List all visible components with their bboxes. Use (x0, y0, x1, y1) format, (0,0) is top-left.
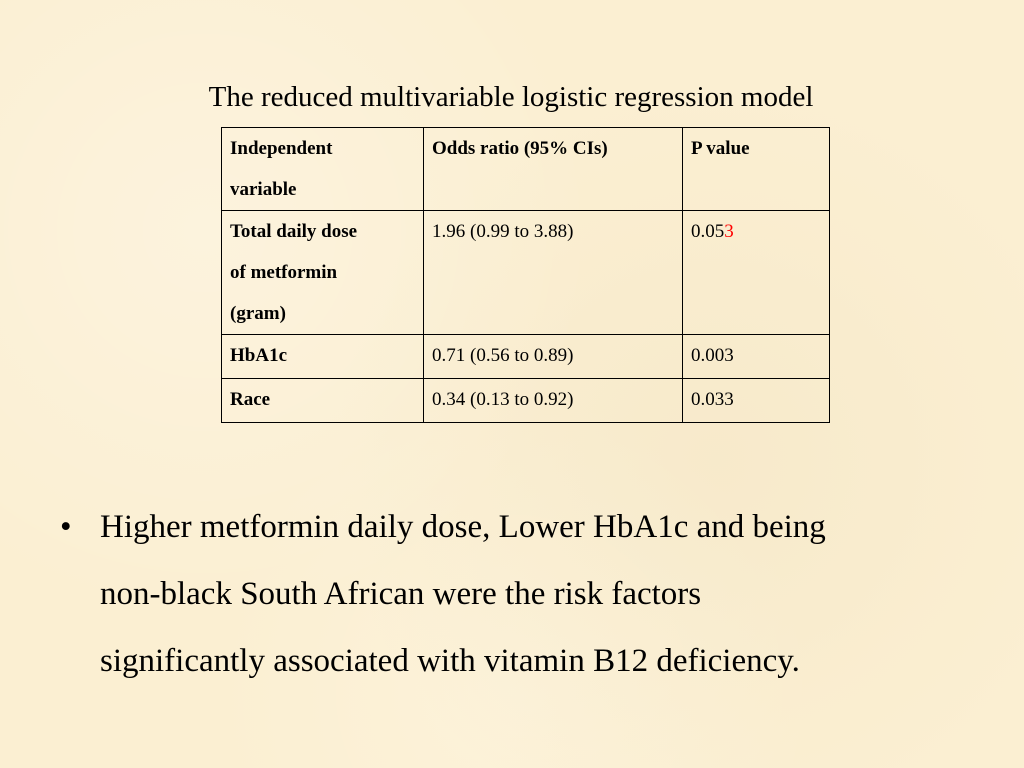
header-p-value: P value (682, 127, 830, 211)
bullet-marker: • (60, 509, 72, 545)
bullet-text: Higher metformin daily dose, Lower HbA1c… (100, 494, 960, 695)
cell-odds-ratio: 0.34 (0.13 to 0.92) (423, 378, 683, 423)
cell-variable: Race (221, 378, 424, 423)
regression-table: Independent variable Odds ratio (95% CIs… (221, 127, 830, 423)
cell-variable: HbA1c (221, 334, 424, 379)
cell-p-value: 0.033 (682, 378, 830, 423)
header-independent-variable: Independent variable (221, 127, 424, 211)
cell-variable: Total daily dose of metformin (gram) (221, 210, 424, 335)
bullet-line: non-black South African were the risk fa… (100, 576, 702, 612)
cell-odds-ratio: 0.71 (0.56 to 0.89) (423, 334, 683, 379)
slide-title-text: The reduced multivariable logistic regre… (208, 81, 814, 113)
p-value-prefix: 0.05 (691, 221, 725, 242)
cell-p-value: 0.053 (682, 210, 830, 335)
cell-p-value: 0.003 (682, 334, 830, 379)
bullet-line: Higher metformin daily dose, Lower HbA1c… (100, 509, 826, 545)
p-value-highlight: 3 (724, 221, 734, 242)
table-row: HbA1c 0.71 (0.56 to 0.89) 0.003 (221, 334, 830, 379)
table-row: Total daily dose of metformin (gram) 1.9… (221, 210, 830, 335)
bullet-line: significantly associated with vitamin B1… (100, 643, 800, 679)
table-header-row: Independent variable Odds ratio (95% CIs… (221, 127, 830, 211)
slide-title: The reduced multivariable logistic regre… (0, 78, 1024, 116)
cell-odds-ratio: 1.96 (0.99 to 3.88) (423, 210, 683, 335)
header-odds-ratio: Odds ratio (95% CIs) (423, 127, 683, 211)
table-row: Race 0.34 (0.13 to 0.92) 0.033 (221, 378, 830, 423)
